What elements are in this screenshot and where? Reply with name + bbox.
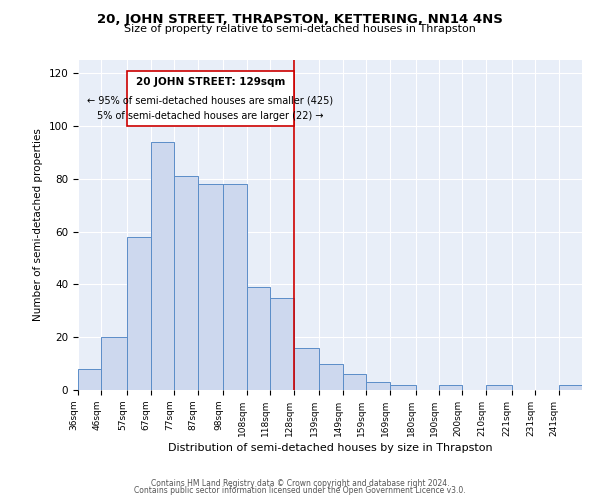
Bar: [101, 337, 127, 390]
Text: ← 95% of semi-detached houses are smaller (425): ← 95% of semi-detached houses are smalle…: [88, 96, 334, 106]
FancyBboxPatch shape: [127, 70, 293, 126]
Bar: [270, 298, 293, 390]
Text: 20 JOHN STREET: 129sqm: 20 JOHN STREET: 129sqm: [136, 77, 285, 87]
Text: Size of property relative to semi-detached houses in Thrapston: Size of property relative to semi-detach…: [124, 24, 476, 34]
Text: Contains public sector information licensed under the Open Government Licence v3: Contains public sector information licen…: [134, 486, 466, 495]
Bar: [151, 142, 174, 390]
Bar: [293, 348, 319, 390]
Bar: [78, 369, 101, 390]
Bar: [390, 384, 416, 390]
Bar: [127, 237, 151, 390]
X-axis label: Distribution of semi-detached houses by size in Thrapston: Distribution of semi-detached houses by …: [167, 443, 493, 453]
Text: 5% of semi-detached houses are larger (22) →: 5% of semi-detached houses are larger (2…: [97, 112, 323, 122]
Bar: [319, 364, 343, 390]
Bar: [343, 374, 367, 390]
Bar: [559, 384, 582, 390]
Bar: [197, 184, 223, 390]
Text: Contains HM Land Registry data © Crown copyright and database right 2024.: Contains HM Land Registry data © Crown c…: [151, 478, 449, 488]
Bar: [439, 384, 463, 390]
Bar: [486, 384, 512, 390]
Bar: [174, 176, 197, 390]
Bar: [367, 382, 390, 390]
Bar: [247, 287, 270, 390]
Text: 20, JOHN STREET, THRAPSTON, KETTERING, NN14 4NS: 20, JOHN STREET, THRAPSTON, KETTERING, N…: [97, 12, 503, 26]
Bar: [223, 184, 247, 390]
Y-axis label: Number of semi-detached properties: Number of semi-detached properties: [33, 128, 43, 322]
